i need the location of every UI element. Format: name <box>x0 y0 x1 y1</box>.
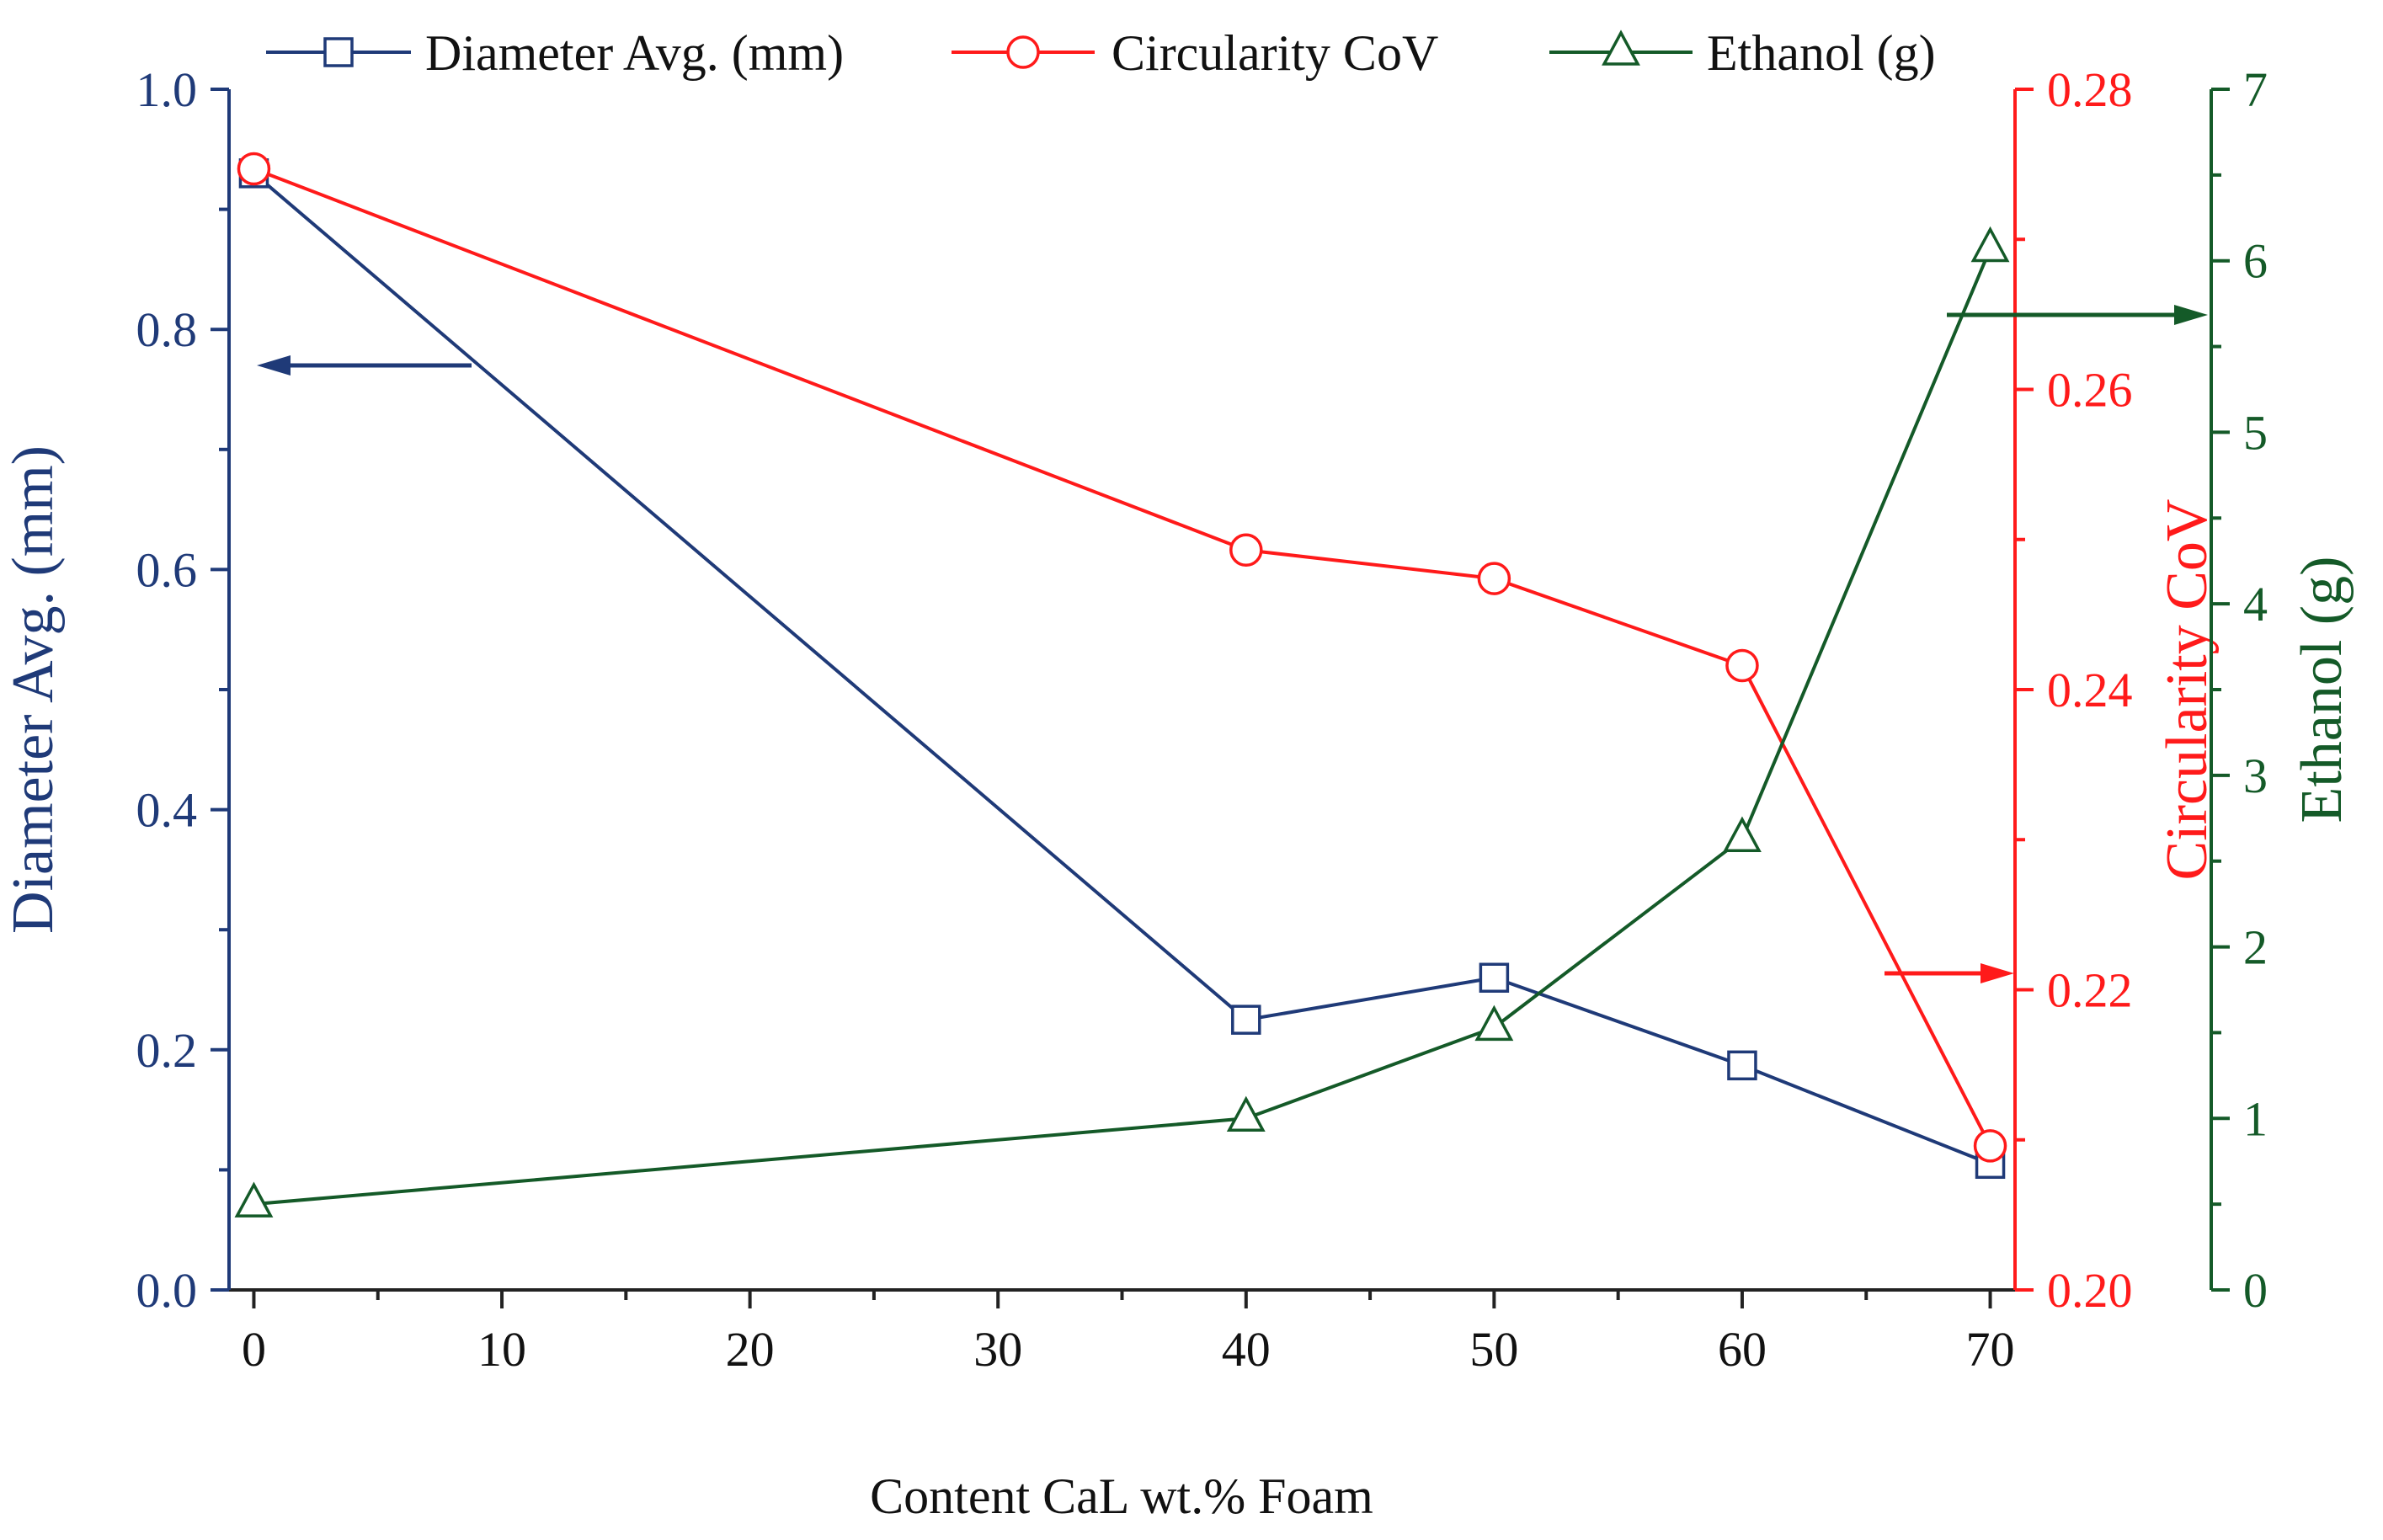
diameter-tick-label: 0.2 <box>136 1023 198 1078</box>
diameter-tick-label: 0.6 <box>136 542 198 597</box>
circularity-data-point <box>237 152 271 186</box>
x-tick-label: 30 <box>973 1322 1022 1377</box>
x-tick-label: 0 <box>242 1322 266 1377</box>
ethanol-data-point <box>234 1181 274 1218</box>
circularity-tick-label: 0.20 <box>2047 1263 2133 1318</box>
diameter-tick-label: 0.4 <box>136 783 198 838</box>
ethanol-tick-label: 0 <box>2243 1263 2268 1318</box>
ethanol-tick-label: 6 <box>2243 234 2268 289</box>
x-tick-label: 40 <box>1222 1322 1271 1377</box>
x-axis-title: Content CaL wt.% Foam <box>870 1468 1373 1524</box>
circularity-axis-title: Circularity CoV <box>2155 499 2220 881</box>
legend-diameter-marker <box>323 37 354 67</box>
circularity-tick-label: 0.26 <box>2047 363 2133 418</box>
diameter-arrow-head <box>257 355 291 376</box>
circularity-arrow-head <box>1981 963 2014 983</box>
legend-ethanol-label: Ethanol (g) <box>1707 25 1936 81</box>
diameter-data-point <box>1727 1050 1757 1081</box>
legend-circularity-marker <box>1006 35 1040 69</box>
annotation-layer <box>257 305 2208 983</box>
x-tick-label: 50 <box>1469 1322 1518 1377</box>
ethanol-data-point <box>1970 226 2010 263</box>
series-layer <box>234 152 2010 1218</box>
circularity-tick-label: 0.28 <box>2047 62 2133 117</box>
circularity-data-point <box>1477 562 1511 595</box>
x-tick-label: 20 <box>726 1322 775 1377</box>
x-tick-label: 10 <box>477 1322 526 1377</box>
legend: Diameter Avg. (mm) Circularity CoV Ethanol… <box>266 25 1936 81</box>
diameter-tick-label: 1.0 <box>136 62 198 117</box>
ethanol-axis-title: Ethanol (g) <box>2290 557 2354 823</box>
ethanol-tick-label: 5 <box>2243 405 2268 460</box>
diameter-tick-label: 0.0 <box>136 1263 198 1318</box>
diameter-data-point <box>1231 1004 1261 1035</box>
ethanol-data-point <box>1474 1004 1514 1042</box>
circularity-tick-label: 0.22 <box>2047 963 2133 1018</box>
x-tick-label: 70 <box>1966 1322 2015 1377</box>
legend-diameter-label: Diameter Avg. (mm) <box>425 25 844 81</box>
x-tick-label: 60 <box>1718 1322 1767 1377</box>
legend-ethanol-marker <box>1602 29 1640 66</box>
diameter-axis-title: Diameter Avg. (mm) <box>1 445 66 934</box>
ethanol-tick-label: 2 <box>2243 920 2268 975</box>
ethanol-arrow-head <box>2174 305 2208 325</box>
legend-circularity-label: Circularity CoV <box>1112 25 1438 81</box>
circularity-data-point <box>1725 648 1759 683</box>
ethanol-tick-label: 7 <box>2243 62 2268 117</box>
circularity-data-point <box>1973 1129 2007 1163</box>
ethanol-tick-label: 3 <box>2243 749 2268 803</box>
ethanol-tick-label: 4 <box>2243 577 2268 631</box>
diameter-tick-label: 0.8 <box>136 302 198 357</box>
axes-layer: 0 10 20 30 40 50 60 700.00.20.40.60.81.0Diamete… <box>1 62 2354 1377</box>
diameter-data-point <box>1479 962 1510 993</box>
circularity-data-point <box>1229 533 1263 567</box>
ethanol-data-point <box>1226 1095 1266 1132</box>
ethanol-data-point <box>1723 816 1762 852</box>
circularity-tick-label: 0.24 <box>2047 663 2133 717</box>
ethanol-tick-label: 1 <box>2243 1091 2268 1146</box>
